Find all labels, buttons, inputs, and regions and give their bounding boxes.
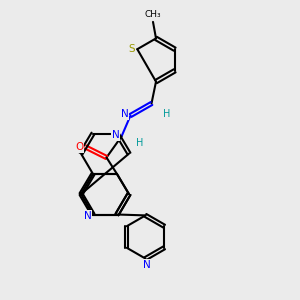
- Text: N: N: [112, 130, 119, 140]
- Text: N: N: [84, 211, 92, 221]
- Text: H: H: [136, 137, 143, 148]
- Text: N: N: [121, 109, 128, 119]
- Text: S: S: [129, 44, 135, 54]
- Text: N: N: [143, 260, 151, 270]
- Text: H: H: [163, 109, 170, 119]
- Text: O: O: [75, 142, 84, 152]
- Text: CH₃: CH₃: [145, 10, 161, 19]
